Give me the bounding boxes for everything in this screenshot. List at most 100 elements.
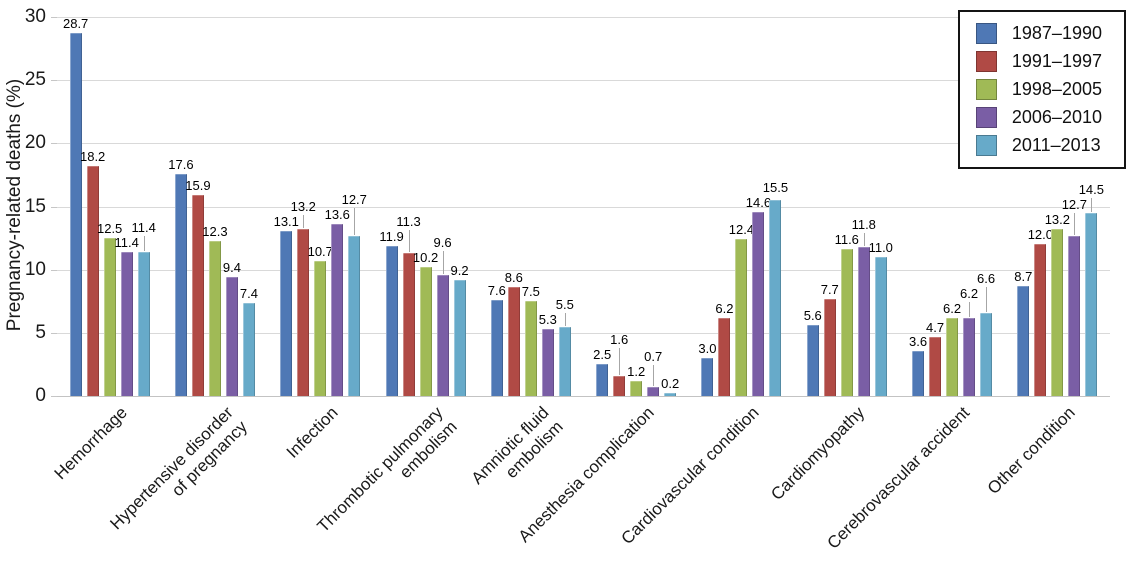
bar-value-label: 1.2 <box>627 364 646 379</box>
bar <box>297 229 310 396</box>
gridline <box>57 333 1110 334</box>
bar <box>823 299 836 396</box>
bar-value-label: 10.7 <box>307 244 333 259</box>
bar-value-label: 6.2 <box>960 286 979 301</box>
bar <box>331 224 344 396</box>
bar-value-label: 9.6 <box>433 235 452 250</box>
value-label-leader-line <box>144 236 145 251</box>
bar <box>69 33 82 396</box>
bar-value-label: 12.3 <box>202 224 228 239</box>
bar <box>806 325 819 396</box>
legend-swatch <box>975 51 997 72</box>
bar <box>120 252 133 396</box>
bar <box>280 231 293 396</box>
gridline <box>57 270 1110 271</box>
bar <box>1085 213 1098 396</box>
bar-value-label: 11.6 <box>834 232 859 247</box>
bar <box>402 253 415 396</box>
y-tick-mark <box>51 80 57 81</box>
bar-value-label: 11.4 <box>131 220 156 235</box>
bar <box>769 200 782 396</box>
y-tick-mark <box>51 17 57 18</box>
bar <box>630 381 643 396</box>
bar-value-label: 13.2 <box>1044 212 1070 227</box>
legend-item: 1991–1997 <box>975 51 1102 72</box>
gridline <box>57 207 1110 208</box>
value-label-leader-line <box>619 348 620 375</box>
legend-swatch <box>975 79 997 100</box>
bar <box>1017 286 1030 396</box>
bar <box>613 376 626 396</box>
legend-swatch <box>975 23 997 44</box>
value-label-leader-line <box>354 208 355 235</box>
bar <box>752 212 765 396</box>
bar-value-label: 11.4 <box>114 235 139 250</box>
y-tick-mark <box>51 333 57 334</box>
bar-value-label: 13.1 <box>273 214 299 229</box>
legend-item: 2006–2010 <box>975 107 1102 128</box>
bar <box>980 313 993 396</box>
x-axis-category-label: Cardiomyopathy <box>767 403 869 504</box>
y-tick-mark <box>51 396 57 397</box>
bar <box>453 280 466 396</box>
bar <box>490 300 503 396</box>
y-tick-label: 15 <box>24 196 46 217</box>
bar-value-label: 14.6 <box>745 195 772 210</box>
bar-value-label: 11.3 <box>396 214 421 229</box>
y-tick-label: 10 <box>24 259 46 280</box>
bar-value-label: 15.5 <box>762 180 789 195</box>
bar <box>840 249 853 396</box>
legend-item: 2011–2013 <box>975 135 1102 156</box>
bar <box>874 257 887 396</box>
bar <box>314 261 327 396</box>
bar-value-label: 0.7 <box>644 349 663 364</box>
bar <box>946 318 959 396</box>
bar-value-label: 5.6 <box>803 308 822 323</box>
bar <box>385 246 398 396</box>
value-label-leader-line <box>986 287 987 312</box>
bar <box>1034 244 1047 396</box>
bar-value-label: 12.4 <box>728 222 755 237</box>
bar-value-label: 8.6 <box>504 270 523 285</box>
bar-value-label: 6.2 <box>943 301 962 316</box>
bar-value-label: 9.2 <box>450 263 469 278</box>
bar <box>225 277 238 396</box>
legend-label: 1987–1990 <box>1011 23 1102 43</box>
x-axis-category-label: Other condition <box>983 403 1079 498</box>
bar <box>929 337 942 396</box>
bar <box>735 239 748 396</box>
bar <box>524 301 537 396</box>
bar-value-label: 15.9 <box>185 178 211 193</box>
x-axis-category-label: Thrombotic pulmonary embolism <box>313 403 462 537</box>
value-label-leader-line <box>864 233 865 246</box>
bar <box>596 364 609 396</box>
bar-value-label: 12.7 <box>1061 197 1087 212</box>
bar-value-label: 1.6 <box>610 332 629 347</box>
bar-value-label: 11.0 <box>868 240 893 255</box>
y-tick-mark <box>51 270 57 271</box>
bar <box>208 241 221 396</box>
bar-value-label: 0.2 <box>661 376 680 391</box>
value-label-leader-line <box>409 230 410 252</box>
bar-value-label: 11.8 <box>851 217 876 232</box>
bar <box>1068 236 1081 396</box>
legend-label: 1991–1997 <box>1011 51 1102 71</box>
bar-value-label: 9.4 <box>222 260 241 275</box>
bar-value-label: 5.3 <box>538 312 557 327</box>
y-tick-label: 25 <box>24 69 46 90</box>
bar <box>664 393 677 396</box>
bar <box>963 318 976 396</box>
legend-label: 1998–2005 <box>1011 79 1102 99</box>
bar <box>348 236 361 396</box>
x-axis-category-label: Hypertensive disorder of pregnancy <box>106 403 251 534</box>
bar <box>137 252 150 396</box>
x-axis-category-label: Hemorrhage <box>50 403 132 484</box>
bar-value-label: 7.4 <box>239 286 258 301</box>
bar-value-label: 12.5 <box>96 221 123 236</box>
y-tick-mark <box>51 143 57 144</box>
bar-value-label: 7.6 <box>487 283 506 298</box>
bar <box>86 166 99 396</box>
legend-label: 2006–2010 <box>1011 107 1102 127</box>
bar <box>103 238 116 396</box>
bar <box>912 351 925 396</box>
